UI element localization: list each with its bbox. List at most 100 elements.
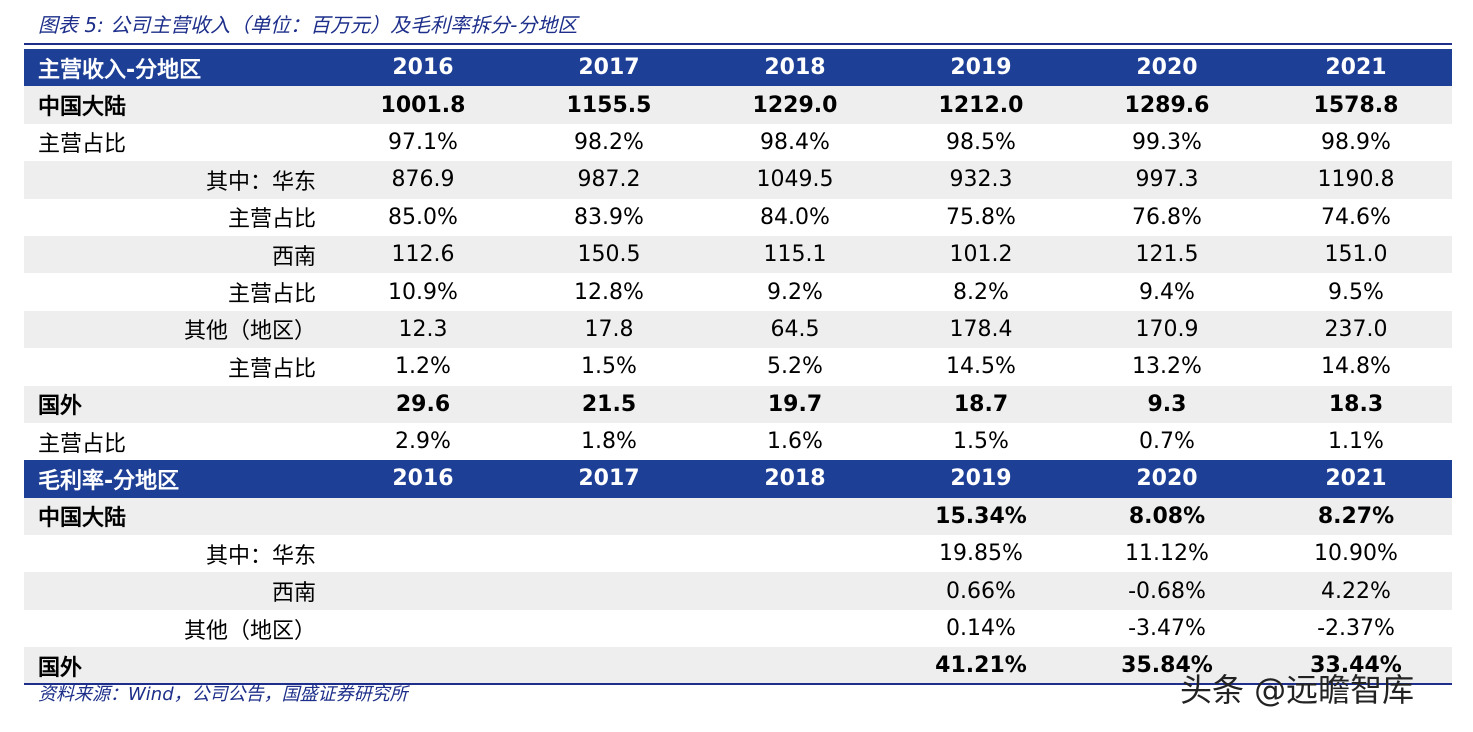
table-cell: 2.9% (395, 429, 451, 455)
year-header: 2019 (888, 49, 1074, 87)
table-row: 西南 0.66% -0.68% 4.22% (24, 572, 1452, 610)
year-header: 2020 (1074, 460, 1260, 498)
table-cell: 876.9 (330, 161, 516, 199)
table-cell: 1.2% (395, 354, 451, 380)
table-cell (330, 497, 516, 536)
table-cell: 97.1% (388, 129, 458, 155)
table-cell: 0.14% (946, 616, 1016, 642)
table-row: 其中：华东 19.85% 11.12% 10.90% (24, 535, 1452, 572)
table-cell (516, 572, 702, 610)
year-header: 2016 (330, 460, 516, 498)
table-cell: 1155.5 (516, 86, 702, 124)
year-header: 2018 (702, 460, 888, 498)
row-label: 国外 (24, 647, 330, 685)
table-cell: 76.8% (1132, 204, 1202, 230)
year-header: 2021 (1260, 460, 1452, 498)
year-header: 2016 (330, 49, 516, 87)
table-cell (330, 535, 516, 572)
table-cell: 12.3 (330, 310, 516, 349)
year-header: 2017 (516, 460, 702, 498)
year-header: 2018 (702, 49, 888, 87)
table-row: 主营占比 10.9% 12.8% 9.2% 8.2% 9.4% 9.5% (24, 273, 1452, 310)
table-cell: 987.2 (516, 161, 702, 199)
table-cell (330, 572, 516, 610)
table-cell: 21.5 (516, 385, 702, 423)
table-cell: 151.0 (1260, 235, 1452, 274)
table-cell: 8.2% (953, 279, 1009, 305)
table-row: 其他（地区） 0.14% -3.47% -2.37% (24, 610, 1452, 647)
table-cell: 14.5% (946, 354, 1016, 380)
row-label: 主营占比 (227, 282, 316, 308)
row-label: 中国大陆 (24, 497, 330, 536)
table-cell: 12.8% (574, 279, 644, 305)
table-row: 西南 112.6 150.5 115.1 101.2 121.5 151.0 (24, 235, 1452, 274)
row-label: 其中：华东 (205, 543, 316, 569)
table-cell: 1289.6 (1074, 86, 1260, 124)
table-cell: 1578.8 (1260, 86, 1452, 124)
table-row: 主营占比 2.9% 1.8% 1.6% 1.5% 0.7% 1.1% (24, 423, 1452, 460)
table-cell: 1.5% (581, 354, 637, 380)
row-label: 西南 (24, 572, 330, 610)
table-cell: 17.8 (516, 310, 702, 349)
table-cell: 13.2% (1132, 354, 1202, 380)
row-label: 主营占比 (38, 431, 127, 457)
table-cell: 1212.0 (888, 86, 1074, 124)
table-cell: 19.85% (939, 541, 1023, 567)
table-cell: 8.08% (1074, 497, 1260, 536)
table-cell: 1049.5 (702, 161, 888, 199)
table-cell: 18.7 (888, 385, 1074, 423)
watermark: 头条 @远瞻智库 (1180, 671, 1415, 709)
table-cell: 237.0 (1260, 310, 1452, 349)
table-cell: 9.5% (1328, 279, 1384, 305)
revenue-header-row: 主营收入-分地区 2016 2017 2018 2019 2020 2021 (24, 49, 1452, 87)
table-cell: 1.5% (953, 429, 1009, 455)
table-cell: 15.34% (888, 497, 1074, 536)
table-row: 主营占比 1.2% 1.5% 5.2% 14.5% 13.2% 14.8% (24, 348, 1452, 385)
table-cell: 99.3% (1132, 129, 1202, 155)
table-cell: 18.3 (1260, 385, 1452, 423)
table-cell: 121.5 (1074, 235, 1260, 274)
figure-caption: 图表 5: 公司主营收入（单位：百万元）及毛利率拆分-分地区 (38, 13, 578, 37)
row-label: 国外 (24, 385, 330, 423)
table-bottom-divider (24, 683, 1452, 685)
table-cell (330, 647, 516, 685)
table-cell: 9.3 (1074, 385, 1260, 423)
margin-header-row: 毛利率-分地区 2016 2017 2018 2019 2020 2021 (24, 460, 1452, 498)
table-cell: 84.0% (760, 204, 830, 230)
table-cell: 33.44% (1260, 647, 1452, 685)
section-title: 毛利率-分地区 (24, 460, 330, 498)
table-cell: 9.4% (1139, 279, 1195, 305)
row-label: 其他（地区） (183, 618, 316, 644)
table-cell: 14.8% (1321, 354, 1391, 380)
table-row: 其他（地区） 12.3 17.8 64.5 178.4 170.9 237.0 (24, 310, 1452, 349)
table-cell: 0.7% (1139, 429, 1195, 455)
table-cell (702, 497, 888, 536)
row-label: 主营占比 (227, 207, 316, 233)
row-label: 西南 (24, 235, 330, 274)
year-header: 2017 (516, 49, 702, 87)
table-cell (516, 610, 702, 647)
table-cell: 64.5 (702, 310, 888, 349)
region-revenue-margin-table: 主营收入-分地区 2016 2017 2018 2019 2020 2021 中国大陆 1001… (24, 49, 1452, 685)
table-cell: -2.37% (1317, 616, 1395, 642)
row-label: 主营占比 (227, 356, 316, 382)
table-cell: 5.2% (767, 354, 823, 380)
table-cell (702, 647, 888, 685)
table-cell (516, 497, 702, 536)
table-cell: 98.4% (760, 129, 830, 155)
table-cell (702, 572, 888, 610)
table-cell: 1.8% (581, 429, 637, 455)
row-label: 其中：华东 (24, 161, 330, 199)
year-header: 2019 (888, 460, 1074, 498)
table-cell: 997.3 (1074, 161, 1260, 199)
table-cell: 11.12% (1125, 541, 1209, 567)
table-cell (516, 535, 702, 572)
table-cell: 8.27% (1260, 497, 1452, 536)
table-cell: 150.5 (516, 235, 702, 274)
table-row: 主营占比 85.0% 83.9% 84.0% 75.8% 76.8% 74.6% (24, 199, 1452, 236)
table-cell (702, 610, 888, 647)
table-cell: 115.1 (702, 235, 888, 274)
table-cell: 1.1% (1328, 429, 1384, 455)
table-cell: 10.90% (1314, 541, 1398, 567)
table-cell: 0.66% (888, 572, 1074, 610)
